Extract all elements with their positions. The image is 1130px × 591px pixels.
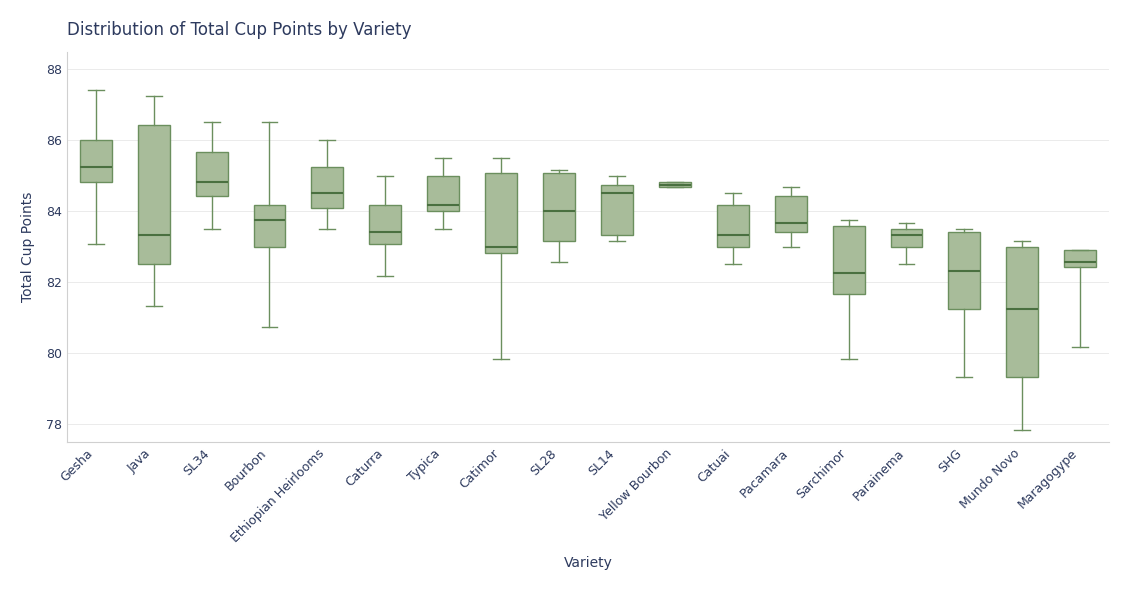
PathPatch shape [80, 140, 112, 182]
PathPatch shape [833, 226, 864, 294]
PathPatch shape [948, 232, 981, 309]
PathPatch shape [195, 152, 227, 196]
PathPatch shape [312, 167, 344, 209]
PathPatch shape [253, 205, 286, 247]
Y-axis label: Total Cup Points: Total Cup Points [20, 191, 35, 302]
PathPatch shape [716, 205, 749, 247]
PathPatch shape [138, 125, 169, 265]
PathPatch shape [601, 184, 633, 235]
PathPatch shape [485, 173, 518, 253]
PathPatch shape [544, 173, 575, 241]
X-axis label: Variety: Variety [564, 556, 612, 570]
PathPatch shape [659, 182, 690, 187]
PathPatch shape [1007, 247, 1038, 377]
PathPatch shape [1064, 249, 1096, 267]
PathPatch shape [775, 196, 807, 232]
PathPatch shape [370, 205, 401, 244]
Text: Distribution of Total Cup Points by Variety: Distribution of Total Cup Points by Vari… [67, 21, 411, 39]
PathPatch shape [890, 229, 922, 247]
PathPatch shape [427, 176, 459, 211]
